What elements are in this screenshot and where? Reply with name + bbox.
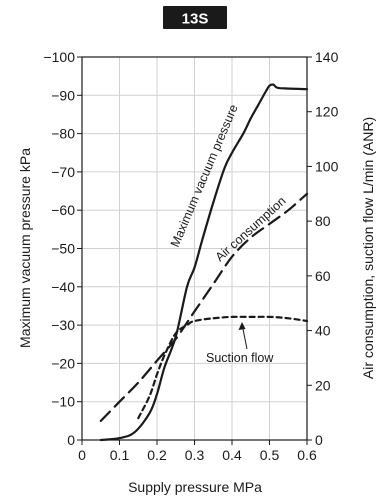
series-line-0 <box>99 83 309 442</box>
x-tick-label: 0.4 <box>222 447 242 463</box>
y2-tick-label: 120 <box>315 104 339 120</box>
y-tick-label: −100 <box>43 49 75 65</box>
y2-tick-labels: 0 20 40 60 80 100 120 140 <box>315 49 339 448</box>
y-tick-label: −60 <box>51 202 75 218</box>
y2-tick-label: 100 <box>315 158 339 174</box>
y-tick-label: −40 <box>51 279 75 295</box>
y-tick-label: −30 <box>51 317 75 333</box>
series-line-2 <box>137 315 309 420</box>
y-tick-label: 0 <box>67 432 75 448</box>
y-axis-title: Maximum vacuum pressure kPa <box>17 148 33 348</box>
y2-tick-label: 20 <box>315 377 331 393</box>
y-tick-label: −20 <box>51 355 75 371</box>
y-tick-label: −70 <box>51 164 75 180</box>
grid <box>82 57 307 440</box>
series-line-1 <box>99 192 309 422</box>
title-badge: 13S <box>163 6 227 29</box>
annotation-air-consumption: Air consumption <box>213 194 289 264</box>
axis-ticks <box>77 56 312 445</box>
y2-tick-label: 40 <box>315 323 331 339</box>
y2-axis-title: Air consumption, suction flow L/min (ANR… <box>360 117 376 379</box>
x-axis-title: Supply pressure MPa <box>128 479 262 495</box>
y-tick-label: −90 <box>51 87 75 103</box>
x-tick-label: 0.6 <box>297 447 317 463</box>
y2-tick-label: 0 <box>315 432 323 448</box>
x-tick-label: 0.2 <box>147 447 167 463</box>
y-tick-labels: 0 −10 −20 −30 −40 −50 −60 −70 −80 −90 −100 <box>43 49 75 448</box>
x-tick-labels: 0 0.1 0.2 0.3 0.4 0.5 0.6 <box>78 447 317 463</box>
x-tick-label: 0.1 <box>110 447 130 463</box>
y2-tick-label: 140 <box>315 49 339 65</box>
annotation-suction-flow: Suction flow <box>206 351 274 365</box>
y2-tick-label: 80 <box>315 213 331 229</box>
y-tick-label: −80 <box>51 126 75 142</box>
y-tick-label: −10 <box>51 394 75 410</box>
suction-flow-pointer-head <box>238 322 246 330</box>
y2-tick-label: 60 <box>315 268 331 284</box>
y-tick-label: −50 <box>51 241 75 257</box>
series <box>99 83 309 442</box>
x-tick-label: 0.5 <box>260 447 280 463</box>
x-tick-label: 0 <box>78 447 86 463</box>
x-tick-label: 0.3 <box>185 447 205 463</box>
title-badge-label: 13S <box>182 11 209 28</box>
title-badge-background <box>163 6 227 29</box>
annotation-max-vacuum: Maximum vacuum pressure <box>168 102 241 249</box>
